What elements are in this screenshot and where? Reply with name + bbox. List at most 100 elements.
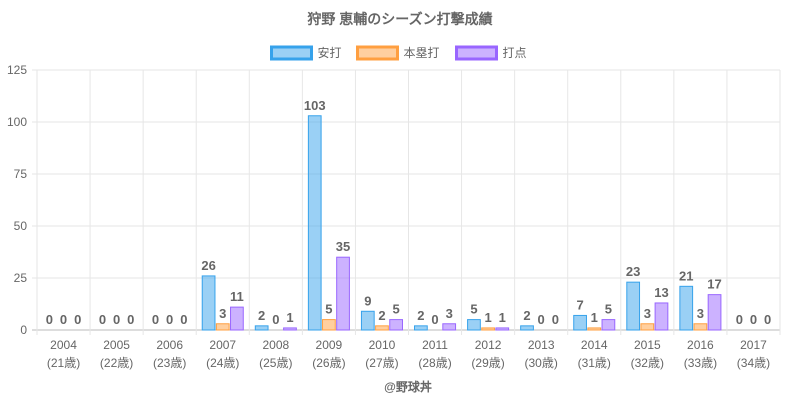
bar-本塁打: [481, 327, 495, 331]
y-tick-label: 0: [20, 323, 27, 337]
x-tick-sublabel: (29歳): [471, 356, 504, 370]
x-tick-label: 2013: [528, 338, 555, 352]
x-tick-label: 2010: [369, 338, 396, 352]
data-label: 35: [336, 239, 350, 254]
y-tick-label: 50: [14, 219, 28, 233]
legend-label: 本塁打: [404, 46, 440, 60]
bar-打点: [230, 306, 244, 331]
bar-打点: [707, 294, 722, 331]
data-label: 3: [697, 306, 704, 321]
bar-安打: [254, 325, 269, 331]
data-label: 0: [60, 312, 67, 327]
x-tick-label: 2009: [316, 338, 343, 352]
bar-打点: [442, 323, 457, 331]
data-label: 3: [644, 306, 651, 321]
data-label: 5: [470, 302, 477, 317]
data-label: 7: [576, 297, 583, 312]
legend: 安打 本塁打 打点: [270, 45, 527, 61]
credit-label: @野球丼: [384, 379, 432, 394]
x-tick-label: 2015: [634, 338, 661, 352]
data-label: 5: [392, 302, 399, 317]
x-tick-label: 2016: [687, 338, 714, 352]
x-axis: 2004 (21歳) 2005 (22歳) 2006 (23歳) 2007 (24歳) 2008…: [47, 338, 770, 370]
x-tick-label: 2014: [581, 338, 608, 352]
bar-本塁打: [322, 319, 336, 331]
data-label: 0: [764, 312, 771, 327]
data-label: 0: [552, 312, 559, 327]
data-label: 0: [99, 312, 106, 327]
data-label: 0: [127, 312, 134, 327]
bar-安打: [360, 310, 375, 331]
x-tick-sublabel: (24歳): [206, 356, 239, 370]
data-label: 1: [286, 310, 293, 325]
bar-安打: [414, 325, 428, 331]
bar-安打: [307, 115, 322, 331]
y-tick-label: 100: [7, 115, 27, 129]
x-tick-sublabel: (33歳): [684, 356, 717, 370]
bar-本塁打: [640, 323, 655, 331]
x-tick-sublabel: (25歳): [259, 356, 292, 370]
data-label: 0: [180, 312, 187, 327]
bar-安打: [679, 285, 694, 331]
legend-swatch: [356, 45, 399, 61]
y-tick-label: 25: [14, 271, 28, 285]
data-label: 3: [446, 306, 453, 321]
legend-label: 打点: [503, 46, 527, 60]
x-tick-label: 2012: [475, 338, 502, 352]
data-label: 2: [258, 308, 265, 323]
chart-title: 狩野 恵輔のシーズン打撃成績: [307, 11, 492, 27]
data-label: 0: [538, 312, 545, 327]
x-tick-label: 2017: [740, 338, 767, 352]
bar-打点: [389, 319, 403, 331]
bar-本塁打: [693, 323, 708, 331]
x-tick-label: 2005: [103, 338, 130, 352]
legend-item: 本塁打: [356, 45, 440, 61]
data-label: 23: [626, 264, 640, 279]
data-label: 5: [325, 302, 332, 317]
bar-安打: [520, 325, 534, 331]
data-label: 2: [523, 308, 530, 323]
x-tick-sublabel: (31歳): [578, 356, 611, 370]
y-axis: 0 25 50 75 100 125: [7, 63, 27, 337]
y-tick-label: 75: [14, 167, 28, 181]
bar-安打: [467, 319, 481, 331]
x-tick-label: 2004: [50, 338, 77, 352]
data-label: 103: [304, 98, 326, 113]
data-label: 0: [736, 312, 743, 327]
data-label: 11: [230, 289, 244, 304]
data-label: 3: [219, 306, 226, 321]
y-tick-label: 125: [7, 63, 27, 77]
data-label: 2: [417, 308, 424, 323]
data-label: 0: [431, 312, 438, 327]
data-label: 17: [707, 277, 721, 292]
x-tick-label: 2006: [156, 338, 183, 352]
data-label: 21: [679, 268, 693, 283]
bar-打点: [654, 302, 669, 331]
data-label: 2: [378, 308, 385, 323]
data-label: 1: [591, 310, 598, 325]
bar-安打: [201, 275, 216, 331]
data-label: 0: [272, 312, 279, 327]
x-tick-label: 2008: [262, 338, 289, 352]
legend-swatch: [455, 45, 498, 61]
data-label: 5: [605, 302, 612, 317]
data-label: 1: [484, 310, 491, 325]
bar-安打: [626, 281, 641, 331]
legend-swatch: [270, 45, 313, 61]
bar-本塁打: [375, 325, 389, 331]
x-tick-sublabel: (26歳): [312, 356, 345, 370]
bar-打点: [601, 319, 616, 331]
grid: [32, 69, 781, 335]
x-tick-sublabel: (22歳): [100, 356, 133, 370]
data-label: 0: [113, 312, 120, 327]
data-label: 13: [654, 285, 668, 300]
legend-item: 安打: [270, 45, 342, 61]
data-label: 0: [750, 312, 757, 327]
data-label: 9: [364, 293, 371, 308]
x-tick-sublabel: (30歳): [525, 356, 558, 370]
bars: [201, 115, 722, 331]
data-label: 1: [499, 310, 506, 325]
